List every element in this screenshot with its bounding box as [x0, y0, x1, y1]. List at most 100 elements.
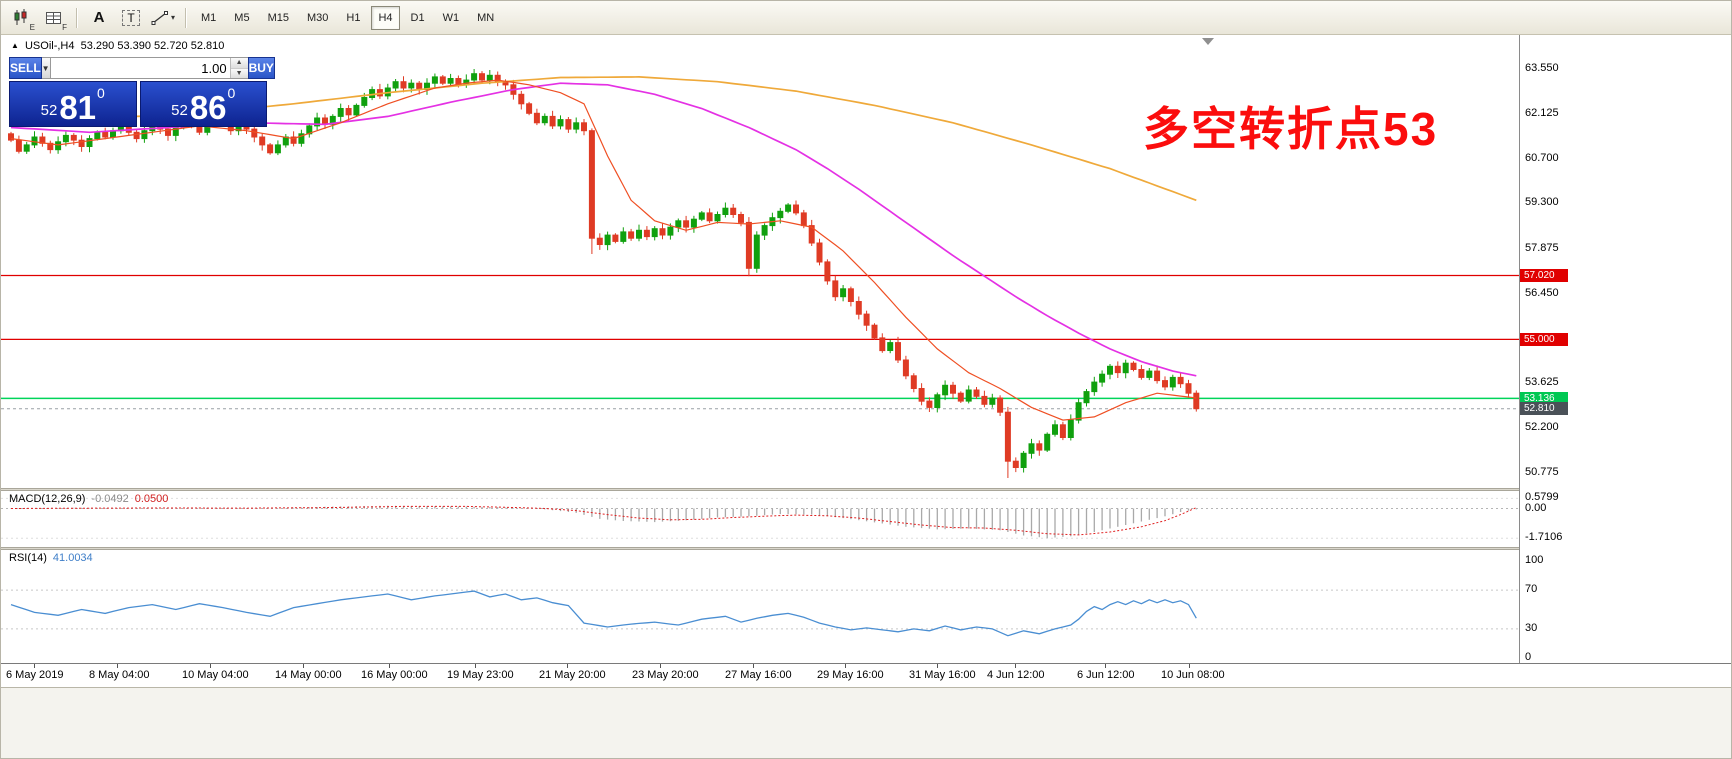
toolbar-separator: [185, 7, 186, 28]
time-tick: [1105, 664, 1106, 668]
toolbar-icon-group: E F A T ▾: [6, 4, 179, 32]
panel-splitter[interactable]: [1, 547, 1731, 550]
time-label: 19 May 23:00: [447, 669, 514, 681]
timeframe-button-MN[interactable]: MN: [477, 11, 495, 24]
icon-badge: E: [29, 22, 35, 32]
price-badge: 57.020: [1520, 269, 1568, 282]
sell-price-int: 52: [40, 102, 58, 119]
price-tick-label: 63.550: [1525, 62, 1559, 74]
timeframe-button-H1[interactable]: H1: [346, 11, 361, 24]
time-tick: [937, 664, 938, 668]
volume-field: ▲ ▼: [50, 57, 248, 79]
buy-price-pipette: 0: [227, 85, 236, 101]
time-label: 10 May 04:00: [182, 669, 249, 681]
time-tick: [475, 664, 476, 668]
time-label: 8 May 04:00: [89, 669, 150, 681]
macd-scale-label: 0.00: [1525, 502, 1547, 514]
time-label: 14 May 00:00: [275, 669, 342, 681]
macd-value-signal: 0.0500: [134, 493, 169, 505]
macd-scale-label: -1.7106: [1525, 531, 1563, 543]
timeframe-button-M30[interactable]: M30: [306, 11, 329, 24]
time-label: 6 Jun 12:00: [1077, 669, 1135, 681]
volume-down-icon[interactable]: ▼: [230, 68, 248, 78]
chart-text-annotation: 多空转折点53: [1143, 103, 1439, 155]
text-label-icon[interactable]: T: [116, 4, 146, 32]
buy-price-button[interactable]: 52 86 0: [139, 81, 267, 127]
price-scale-border: [1519, 35, 1520, 687]
buy-button[interactable]: BUY: [247, 57, 275, 79]
volume-dropdown-icon[interactable]: ▼: [41, 57, 51, 79]
sell-price-button[interactable]: 52 81 0: [9, 81, 137, 127]
price-tick-label: 62.125: [1525, 107, 1559, 119]
time-label: 16 May 00:00: [361, 669, 428, 681]
price-badge: 53.136: [1520, 392, 1568, 405]
chart-shift-marker-icon: [1202, 38, 1214, 45]
timeframe-button-M1[interactable]: M1: [201, 11, 217, 24]
charts-icon[interactable]: E: [7, 4, 37, 32]
price-tick-label: 60.700: [1525, 152, 1559, 164]
macd-scale-label: 0.5799: [1525, 491, 1559, 503]
panel-splitter[interactable]: [1, 488, 1731, 491]
timeframe-button-M15[interactable]: M15: [267, 11, 289, 24]
time-scale[interactable]: 6 May 2019 8 May 04:00 10 May 04:00 14 May …: [1, 663, 1731, 687]
time-tick: [1015, 664, 1016, 668]
time-tick: [845, 664, 846, 668]
rsi-line: [10, 590, 1197, 637]
indicator-list-icon[interactable]: F: [39, 4, 69, 32]
time-label: 31 May 16:00: [909, 669, 976, 681]
time-tick: [389, 664, 390, 668]
timeframe-button-D1[interactable]: D1: [410, 11, 425, 24]
chart-window: ▲ USOil-,H4 53.290 53.390 52.720 52.810 …: [1, 35, 1731, 687]
rsi-panel[interactable]: RSI(14) 41.0034: [1, 550, 1519, 663]
sell-button[interactable]: SELL: [9, 57, 42, 79]
price-scale[interactable]: 63.550 62.125 60.700 59.300 57.875 56.450 53.6…: [1520, 35, 1731, 687]
timeframe-button-W1[interactable]: W1: [442, 11, 460, 24]
time-tick: [1189, 664, 1190, 668]
timeframe-button-H4[interactable]: H4: [371, 5, 400, 30]
rsi-value: 41.0034: [52, 552, 93, 564]
sell-price-pips: 81: [59, 88, 97, 126]
time-tick: [660, 664, 661, 668]
drawing-tools-icon[interactable]: ▾: [148, 4, 178, 32]
time-tick: [34, 664, 35, 668]
price-badge: 52.810: [1520, 402, 1568, 415]
buy-price-int: 52: [171, 102, 188, 119]
candles-group: [8, 69, 1200, 478]
time-label: 23 May 20:00: [632, 669, 699, 681]
text-annotation-icon[interactable]: A: [93, 9, 105, 26]
time-tick: [753, 664, 754, 668]
rsi-scale-label: 30: [1525, 622, 1538, 634]
toolbar: E F A T ▾ M1 M5 M15 M30 H1 H4 D1 W1 MN: [1, 1, 1731, 35]
price-tick-label: 50.775: [1525, 466, 1559, 478]
symbol-header: ▲ USOil-,H4 53.290 53.390 52.720 52.810: [11, 40, 224, 52]
time-tick: [303, 664, 304, 668]
volume-input[interactable]: [50, 58, 230, 78]
price-tick-label: 52.200: [1525, 421, 1559, 433]
macd-signal-line: [11, 505, 1197, 536]
time-label: 27 May 16:00: [725, 669, 792, 681]
macd-panel[interactable]: MACD(12,26,9) -0.0492 0.0500: [1, 491, 1519, 547]
symbol-ohlc: 53.290 53.390 52.720 52.810: [80, 40, 225, 52]
time-tick: [567, 664, 568, 668]
price-tick-label: 56.450: [1525, 287, 1559, 299]
sell-price-pipette: 0: [97, 85, 105, 101]
macd-title: MACD(12,26,9) -0.0492 0.0500: [9, 493, 168, 505]
symbol-marker-icon: ▲: [11, 41, 19, 50]
rsi-name: RSI(14): [9, 552, 47, 564]
timeframe-button-M5[interactable]: M5: [234, 11, 250, 24]
time-label: 29 May 16:00: [817, 669, 884, 681]
main-chart-area[interactable]: ▲ USOil-,H4 53.290 53.390 52.720 52.810 …: [1, 35, 1519, 488]
price-tick-label: 59.300: [1525, 196, 1559, 208]
macd-canvas[interactable]: [1, 491, 1519, 547]
rsi-canvas[interactable]: [1, 550, 1519, 663]
time-tick: [210, 664, 211, 668]
ma-fast-line: [10, 79, 1197, 421]
window-footer: [1, 687, 1731, 758]
price-badge: 55.000: [1520, 333, 1568, 346]
volume-up-icon[interactable]: ▲: [230, 58, 248, 69]
rsi-scale-label: 100: [1525, 554, 1544, 566]
price-tick-label: 53.625: [1525, 376, 1559, 388]
icon-badge: F: [62, 22, 67, 32]
rsi-scale-label: 70: [1525, 583, 1538, 595]
